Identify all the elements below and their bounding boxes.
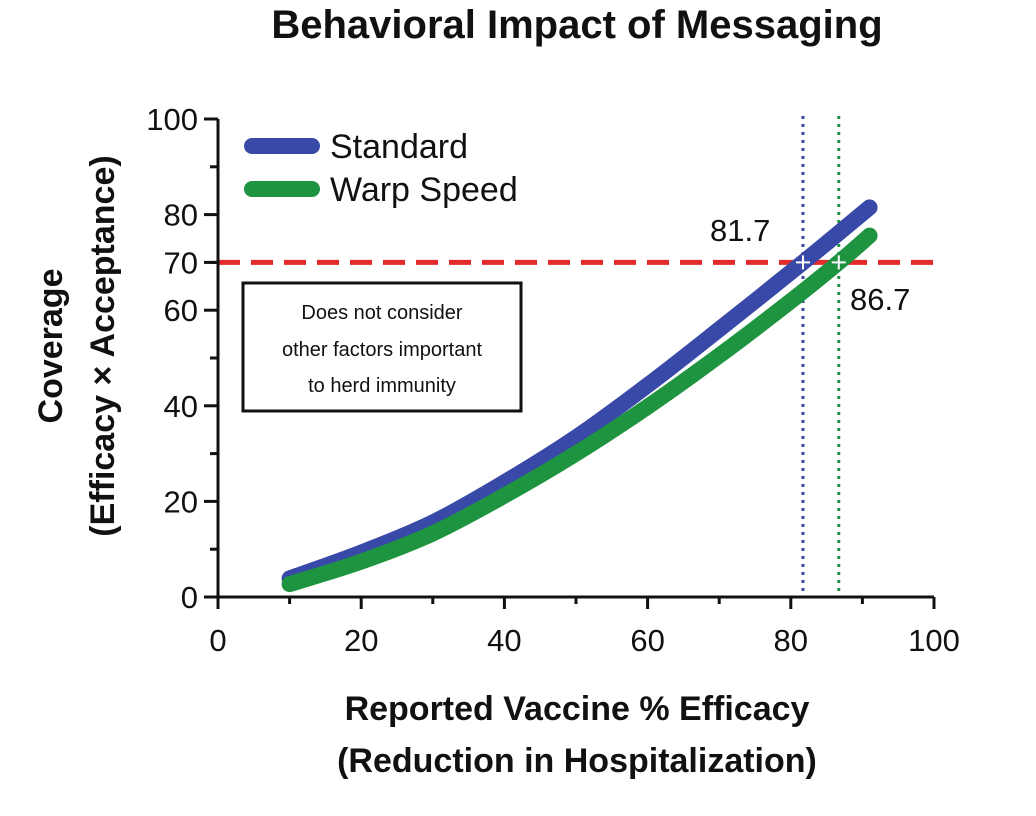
y-axis-title-line-2: (Efficacy × Acceptance) <box>84 155 122 536</box>
note-line-3: to herd immunity <box>308 375 456 397</box>
legend-label-standard: Standard <box>330 128 468 166</box>
legend: Standard Warp Speed <box>244 128 518 209</box>
marker-label-standard: 81.7 <box>710 213 770 248</box>
y-tick-label: 60 <box>164 293 198 328</box>
threshold-label: 70 <box>164 245 198 280</box>
chart-title: Behavioral Impact of Messaging <box>271 3 882 47</box>
x-tick-label: 80 <box>774 623 808 658</box>
axes <box>204 117 936 609</box>
series-line-warp-speed <box>281 227 878 593</box>
y-tick-label: 20 <box>164 484 198 519</box>
x-tick-label: 20 <box>344 623 378 658</box>
series-line-standard <box>281 199 878 587</box>
note-box: Does not consider other factors importan… <box>241 281 523 413</box>
y-tick-label: 80 <box>164 198 198 233</box>
x-tick-label: 60 <box>630 623 664 658</box>
x-tick-label: 0 <box>209 623 226 658</box>
note-box-border <box>241 281 523 413</box>
plot-area <box>218 116 938 597</box>
y-tick-label: 40 <box>164 389 198 424</box>
tick-labels: 0 20 40 60 80 100 0 20 40 60 80 100 70 <box>146 102 960 658</box>
x-axis-title-line-1: Reported Vaccine % Efficacy <box>345 690 810 728</box>
x-tick-label: 40 <box>487 623 521 658</box>
note-line-2: other factors important <box>282 339 483 361</box>
x-axis-title-line-2: (Reduction in Hospitalization) <box>337 742 817 780</box>
y-tick-label: 0 <box>181 580 198 615</box>
y-tick-label: 100 <box>146 102 198 137</box>
legend-label-warp-speed: Warp Speed <box>330 171 518 209</box>
y-axis-title-line-1: Coverage <box>32 269 70 424</box>
x-tick-label: 100 <box>908 623 960 658</box>
note-line-1: Does not consider <box>301 302 463 324</box>
marker-label-warp-speed: 86.7 <box>850 282 910 317</box>
